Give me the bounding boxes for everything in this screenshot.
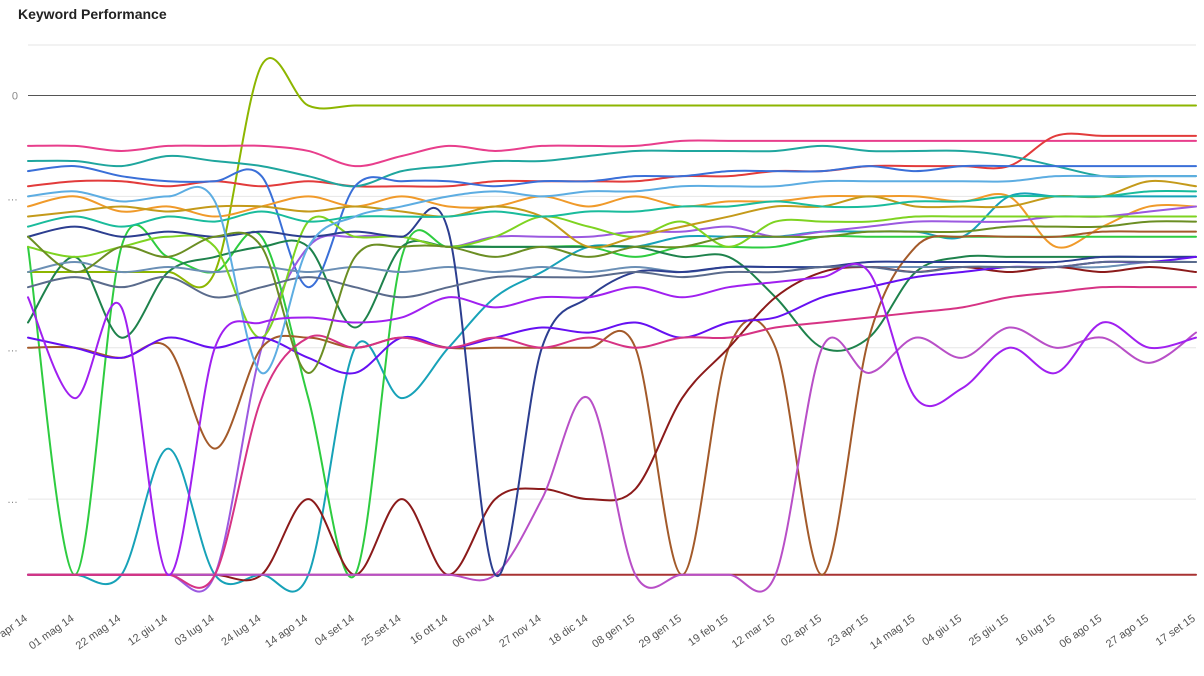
x-tick: 04 giu 15 [920,613,964,649]
series-kw-darkred [28,267,1196,580]
x-tick: 01 mag 14 [27,613,76,653]
series-kw-violet [28,264,1196,575]
x-tick: 02 apr 15 [779,613,824,649]
x-tick: 22 mag 14 [74,613,123,653]
y-tick: 0 [12,90,18,102]
x-tick: 12 giu 14 [126,613,170,649]
x-tick: 16 ott 14 [408,613,450,647]
series-kw-navy [28,208,1196,576]
x-tick: u apr 14 [0,613,30,646]
x-tick: 14 mag 15 [868,613,917,653]
x-tick: 04 set 14 [313,613,357,649]
x-tick: 27 nov 14 [497,613,543,651]
x-tick: 06 ago 15 [1057,613,1104,651]
y-tick: … [7,343,18,355]
x-tick: 08 gen 15 [590,613,637,651]
series-kw-orchid [28,327,1196,591]
x-tick: 27 ago 15 [1104,613,1151,651]
x-tick: 14 ago 14 [263,613,310,651]
x-tick: 19 feb 15 [686,613,730,649]
x-tick: 18 dic 14 [547,613,590,648]
x-tick: 25 set 14 [360,613,404,649]
x-tick: 12 mar 15 [730,613,777,651]
chart-svg: 0………u apr 1401 mag 1422 mag 1412 giu 140… [0,0,1204,676]
x-tick: 16 lug 15 [1014,613,1058,649]
x-tick: 23 apr 15 [826,613,871,649]
y-tick: … [7,191,18,203]
x-tick: 03 lug 14 [173,613,217,649]
x-tick: 29 gen 15 [637,613,684,651]
x-tick: 25 giu 15 [967,613,1011,649]
x-tick: 24 lug 14 [219,613,263,649]
chart-area: 0………u apr 1401 mag 1422 mag 1412 giu 140… [0,0,1204,676]
x-tick: 17 set 15 [1154,613,1198,649]
x-tick: 06 nov 14 [450,613,496,651]
y-tick: … [7,494,18,506]
